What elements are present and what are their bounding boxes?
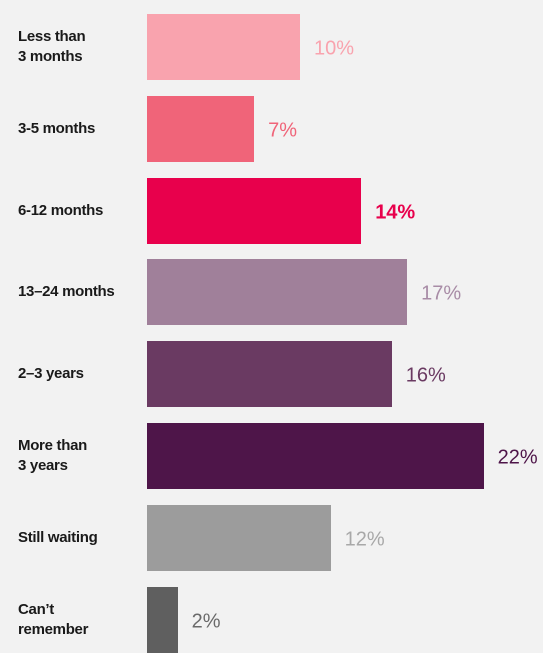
value-label: 16% [405,364,446,387]
bar [147,423,484,489]
value-label: 7% [268,119,297,142]
category-label: 13–24 months [18,283,115,301]
category-label: Less than 3 months [18,28,86,65]
category-label: Still waiting [18,528,98,546]
value-label: 10% [314,37,355,60]
bar [147,177,362,244]
bar [147,341,392,408]
bar [147,95,255,162]
value-label: 14% [375,201,416,224]
value-label: 2% [191,610,221,633]
value-label: 22% [497,446,538,469]
category-label: 6-12 months [18,201,104,219]
bar [147,14,300,80]
value-label: 12% [344,528,385,551]
category-label: 3-5 months [18,119,96,137]
bar [147,504,331,571]
bar [147,259,408,326]
value-label: 17% [421,282,462,305]
category-label: 2–3 years [18,365,84,383]
category-label: Can’t remember [18,600,89,638]
bar [147,586,178,653]
category-label: More than 3 years [18,437,87,474]
